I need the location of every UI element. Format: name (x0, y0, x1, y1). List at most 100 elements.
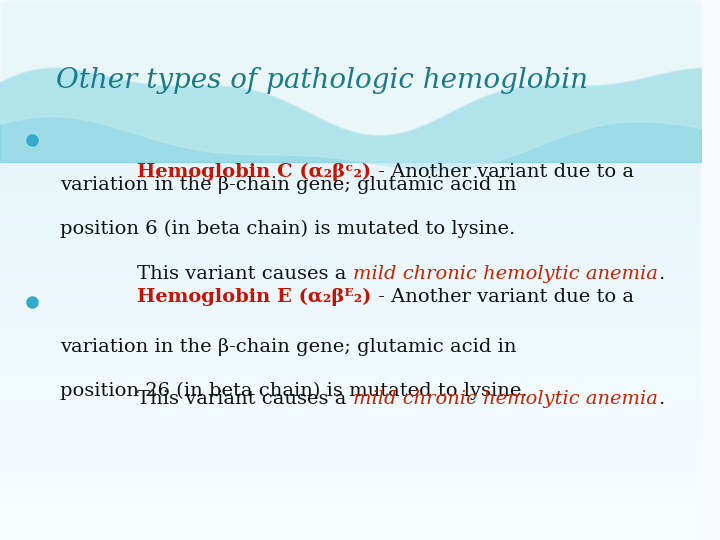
Bar (0, 454, 701, 457)
Bar (0, 104, 701, 108)
Bar (0, 255, 701, 259)
Bar (0, 0, 701, 4)
Bar (0, 479, 701, 482)
Bar (0, 266, 701, 270)
Bar (0, 490, 701, 493)
Bar (0, 241, 701, 245)
Bar (0, 191, 701, 194)
Bar (0, 339, 701, 342)
Text: .: . (658, 390, 664, 408)
Text: variation in the β-chain gene; glutamic acid in: variation in the β-chain gene; glutamic … (60, 176, 516, 194)
Bar (0, 173, 701, 177)
Bar (0, 425, 701, 428)
Bar (0, 212, 701, 216)
Bar (0, 371, 701, 374)
Bar (0, 205, 701, 209)
Bar (0, 335, 701, 339)
Text: Hemoglobin C (α₂βᶜ₂): Hemoglobin C (α₂βᶜ₂) (138, 163, 372, 181)
Bar (0, 450, 701, 454)
Bar (0, 529, 701, 533)
Bar (0, 511, 701, 515)
Bar (0, 147, 701, 151)
Bar (0, 432, 701, 436)
Bar (0, 180, 701, 184)
Bar (0, 353, 701, 356)
Bar (0, 385, 701, 389)
Text: Other types of pathologic hemoglobin: Other types of pathologic hemoglobin (56, 68, 588, 94)
Bar (0, 144, 701, 147)
Bar (0, 518, 701, 522)
Bar (0, 187, 701, 191)
Bar (0, 374, 701, 378)
Bar (0, 231, 701, 234)
Bar (0, 259, 701, 263)
Text: position 26 (in beta chain) is mutated to lysine.: position 26 (in beta chain) is mutated t… (60, 382, 527, 400)
Bar (0, 115, 701, 119)
Bar (0, 299, 701, 302)
Bar (0, 443, 701, 447)
Bar (0, 97, 701, 101)
Bar (0, 198, 701, 201)
Bar (0, 252, 701, 255)
Bar (0, 428, 701, 432)
Text: - Another variant due to a: - Another variant due to a (372, 163, 634, 181)
Bar (0, 162, 701, 166)
Bar (0, 320, 701, 324)
Bar (0, 32, 701, 36)
Bar (0, 407, 701, 410)
Bar (0, 123, 701, 126)
Bar (0, 363, 701, 367)
Bar (0, 93, 701, 97)
Bar (0, 274, 701, 277)
Bar (0, 436, 701, 439)
Bar (0, 457, 701, 461)
Bar (0, 536, 701, 540)
Bar (0, 508, 701, 511)
Bar (0, 58, 701, 61)
Bar (0, 43, 701, 47)
Bar (0, 295, 701, 299)
Bar (0, 36, 701, 39)
Bar (0, 461, 701, 464)
Bar (0, 18, 701, 22)
Bar (0, 403, 701, 407)
Text: Hemoglobin E (α₂βᴱ₂): Hemoglobin E (α₂βᴱ₂) (138, 288, 372, 306)
Bar (0, 285, 701, 288)
Bar (0, 270, 701, 274)
Text: variation in the β-chain gene; glutamic acid in: variation in the β-chain gene; glutamic … (60, 338, 516, 356)
Bar (0, 288, 701, 292)
Bar (0, 137, 701, 140)
Bar (0, 475, 701, 479)
Bar (0, 184, 701, 187)
Bar (0, 119, 701, 123)
Bar (0, 396, 701, 400)
Bar (0, 328, 701, 331)
Text: - Another variant due to a: - Another variant due to a (372, 288, 634, 306)
Bar (0, 79, 701, 83)
Bar (0, 533, 701, 536)
Bar (0, 158, 701, 162)
Bar (0, 486, 701, 490)
Bar (0, 248, 701, 252)
Bar (0, 324, 701, 328)
Bar (0, 342, 701, 346)
Bar (0, 101, 701, 104)
Bar (0, 220, 701, 223)
Bar (0, 277, 701, 281)
Bar (0, 65, 701, 69)
Bar (0, 309, 701, 313)
Bar (0, 464, 701, 468)
Bar (0, 126, 701, 130)
Text: position 6 (in beta chain) is mutated to lysine.: position 6 (in beta chain) is mutated to… (60, 220, 515, 238)
Bar (0, 133, 701, 137)
Bar (0, 29, 701, 32)
Bar (0, 497, 701, 501)
Bar (0, 223, 701, 227)
Bar (0, 238, 701, 241)
Bar (0, 166, 701, 169)
Bar (0, 11, 701, 15)
Bar (0, 209, 701, 212)
Bar (0, 306, 701, 309)
Bar (0, 112, 701, 115)
Bar (0, 367, 701, 371)
